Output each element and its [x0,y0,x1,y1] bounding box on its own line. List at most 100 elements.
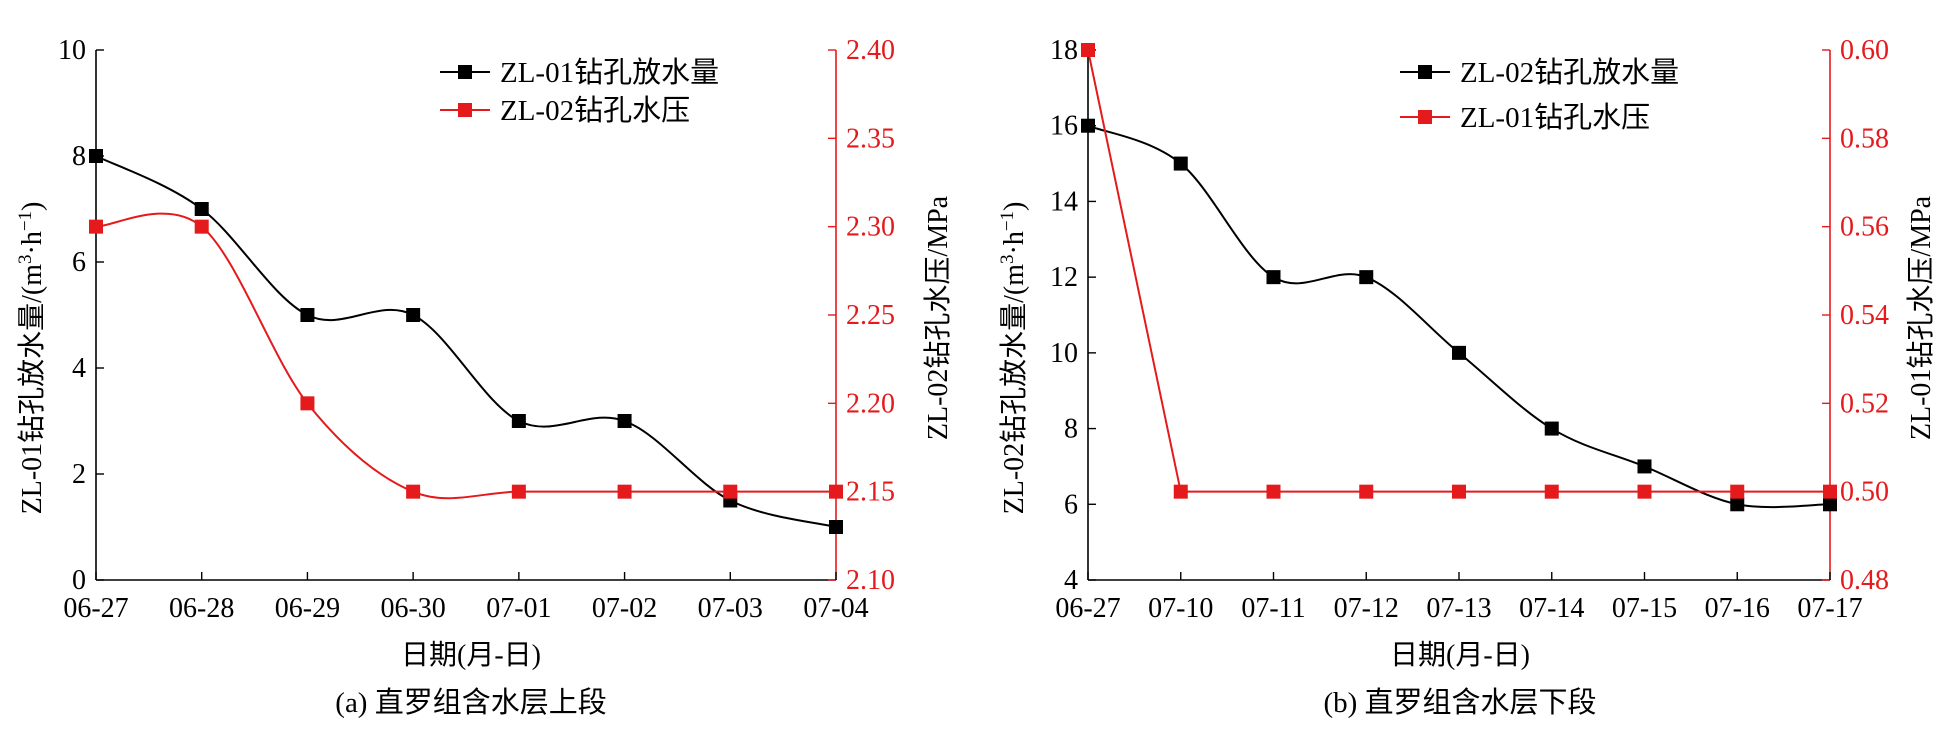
x-tick-label-b: 07-12 [1334,593,1399,624]
data-point-series2-a [617,484,632,499]
x-tick-label-b: 07-15 [1612,593,1677,624]
legend-marker-series1-b [1418,65,1432,79]
y-tick-label-right-b: 0.54 [1840,300,1889,331]
series-line-2-b [1087,49,1830,493]
data-point-series1-b [1359,270,1374,285]
y-axis-left-label-a: ZL-01钻孔放水量/(m3·h−1) [15,202,48,515]
data-point-series1-b [1452,345,1466,360]
data-point-series2-a [406,484,421,499]
data-point-series2-b [1081,43,1095,57]
data-point-series1-b [1637,459,1652,474]
y-tick-label-left-b: 10 [1050,338,1078,369]
data-point-series2-b [1173,484,1188,499]
data-point-series2-a [511,484,526,499]
series-line-2-a [95,212,836,500]
y-tick-label-right-a: 2.35 [846,123,895,154]
x-tick-label-a: 06-28 [169,593,234,624]
y-tick-label-right-b: 0.60 [1840,35,1889,66]
data-point-series2-b [1544,484,1559,499]
y-tick-label-right-a: 2.20 [846,388,895,419]
data-point-series2-a [89,219,103,234]
x-axis-label-a: 日期(月-日) [401,640,541,671]
x-tick-label-a: 07-03 [698,593,763,624]
legend-label-series2-b: ZL-01钻孔水压 [1460,101,1650,134]
legend-marker-series1-a [458,65,472,79]
x-tick-label-a: 07-04 [803,593,868,624]
legend-label-series1-b: ZL-02钻孔放水量 [1460,56,1679,89]
y-tick-label-left-a: 0 [72,565,86,596]
x-tick-label-a: 06-27 [63,593,128,624]
y-tick-label-right-a: 2.30 [846,212,895,243]
y-tick-label-left-a: 8 [72,141,86,172]
y-tick-label-left-a: 4 [72,353,86,384]
data-point-series2-a [194,219,209,234]
data-point-series2-a [829,484,843,499]
data-point-series1-b [1730,497,1745,512]
data-point-series2-b [1823,484,1837,499]
y-tick-label-left-a: 6 [72,247,86,278]
data-point-series1-a [829,520,843,534]
x-tick-label-b: 07-16 [1705,593,1770,624]
x-tick-label-a: 06-30 [380,593,445,624]
data-point-series2-a [300,396,315,411]
x-tick-label-b: 06-27 [1055,593,1120,624]
y-tick-label-right-a: 2.25 [846,300,895,331]
y-tick-label-left-a: 10 [58,35,86,66]
y-tick-label-left-b: 16 [1050,111,1078,142]
data-point-series2-b [1637,484,1652,499]
data-point-series1-a [194,202,209,216]
data-point-series1-b [1266,270,1281,285]
x-tick-label-b: 07-10 [1148,593,1213,624]
y-tick-label-right-a: 2.10 [846,565,895,596]
y-tick-label-right-b: 0.58 [1840,123,1889,154]
x-axis-label-b: 日期(月-日) [1390,640,1530,671]
data-point-series1-a [617,414,632,428]
y-axis-right-label-b: ZL-01钻孔水压/MPa [1905,195,1937,440]
y-tick-label-right-b: 0.52 [1840,388,1889,419]
data-point-series2-b [1266,484,1281,499]
x-tick-label-b: 07-14 [1519,593,1584,624]
y-tick-label-left-b: 6 [1064,489,1078,520]
legend-marker-series2-a [458,103,472,117]
x-tick-label-a: 06-29 [275,593,340,624]
chart-panel-a: 0 2 4 6 8 10 2.10 2.15 2.20 2.25 2.30 2.35 2.40 06-27… [15,35,954,719]
plot-area-b: 4 6 8 10 12 14 16 18 0.48 0.50 0.52 0.54 0.56 0.58 0.6… [1050,35,1889,624]
y-tick-label-right-a: 2.15 [846,477,895,508]
y-tick-label-right-b: 0.50 [1840,477,1889,508]
data-point-series1-b [1544,421,1559,436]
legend-label-series2-a: ZL-02钻孔水压 [500,94,690,127]
legend-marker-series2-b [1418,110,1432,124]
x-tick-label-b: 07-11 [1241,593,1305,624]
y-tick-label-right-b: 0.48 [1840,565,1889,596]
caption-a: (a) 直罗组含水层上段 [335,686,606,719]
data-point-series1-b [1173,156,1188,171]
data-point-series2-b [1359,484,1374,499]
caption-b: (b) 直罗组含水层下段 [1323,686,1596,719]
y-tick-label-right-b: 0.56 [1840,212,1889,243]
legend-label-series1-a: ZL-01钻孔放水量 [500,56,719,89]
y-tick-label-left-b: 14 [1050,186,1078,217]
x-tick-label-b: 07-13 [1426,593,1491,624]
y-axis-left-label-b: ZL-02钻孔放水量/(m3·h−1) [997,202,1030,515]
x-tick-label-a: 07-01 [486,593,551,624]
y-tick-label-right-a: 2.40 [846,35,895,66]
data-point-series2-b [1452,484,1466,499]
data-point-series1-a [406,308,421,322]
x-tick-label-b: 07-17 [1797,593,1862,624]
plot-area-a: 0 2 4 6 8 10 2.10 2.15 2.20 2.25 2.30 2.35 2.40 06-27… [58,35,895,624]
data-point-series2-a [723,484,738,499]
y-tick-label-left-b: 8 [1064,414,1078,445]
y-tick-label-left-a: 2 [72,459,86,490]
y-axis-right-label-a: ZL-02钻孔水压/MPa [922,195,954,440]
chart-panel-b: 4 6 8 10 12 14 16 18 0.48 0.50 0.52 0.54 0.56 0.58 0.6… [997,35,1937,719]
data-point-series1-b [1081,118,1095,133]
x-tick-label-a: 07-02 [592,593,657,624]
y-tick-label-left-b: 18 [1050,35,1078,66]
data-point-series1-a [300,308,315,322]
data-point-series1-b [1823,497,1837,512]
data-point-series1-a [89,149,103,163]
series-line-1-b [1087,124,1831,509]
y-tick-label-left-b: 12 [1050,262,1078,293]
data-point-series2-b [1730,484,1745,499]
